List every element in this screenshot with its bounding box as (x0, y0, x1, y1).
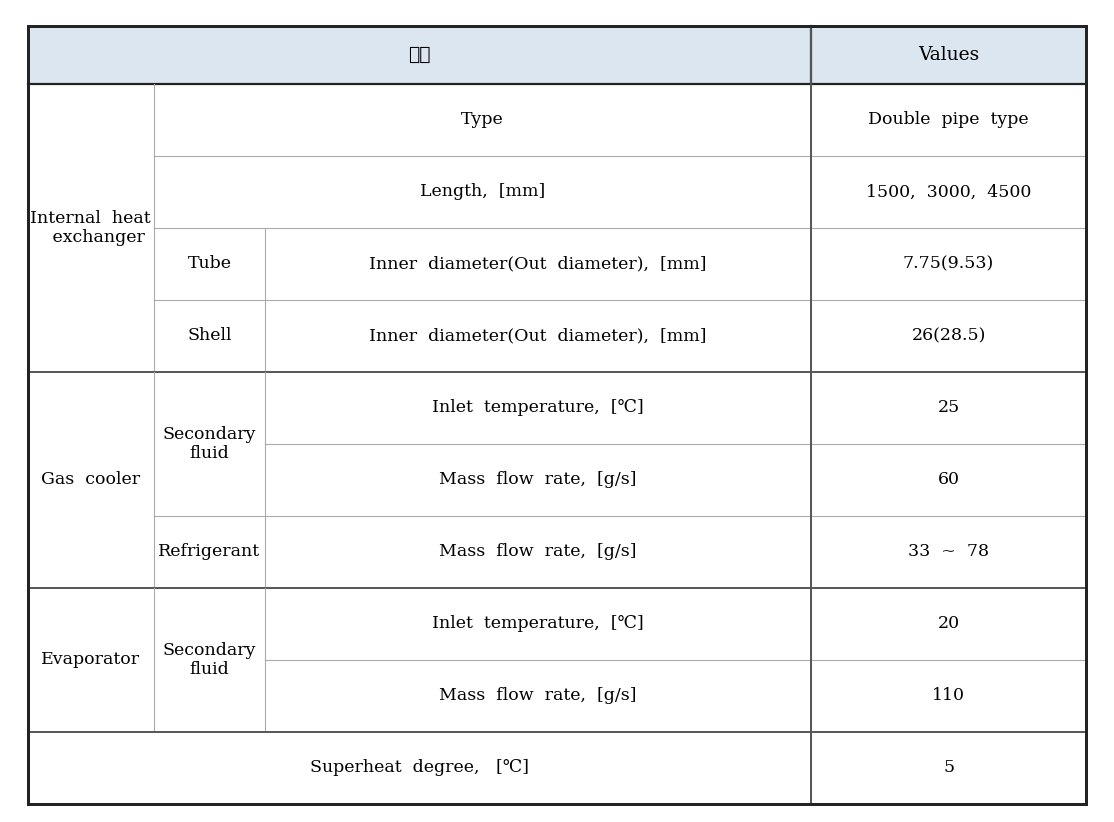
Bar (811, 84, 1086, 156)
Bar (811, 228, 1086, 300)
Text: Evaporator: Evaporator (41, 651, 140, 668)
Text: Refrigerant: Refrigerant (158, 543, 261, 561)
Bar (28, 84, 154, 372)
Text: Secondary
fluid: Secondary fluid (163, 426, 256, 462)
Bar (265, 660, 811, 732)
Bar (265, 372, 811, 444)
Bar (811, 26, 1086, 84)
Bar (811, 444, 1086, 516)
Bar (265, 588, 811, 660)
Bar (265, 444, 811, 516)
Bar (154, 228, 265, 300)
Bar (811, 732, 1086, 804)
Text: 7.75(9.53): 7.75(9.53) (903, 256, 994, 272)
Text: 60: 60 (938, 471, 959, 488)
Text: Secondary
fluid: Secondary fluid (163, 642, 256, 678)
Text: Inlet  temperature,  [℃]: Inlet temperature, [℃] (432, 616, 644, 632)
Text: Superheat  degree,   [℃]: Superheat degree, [℃] (310, 760, 529, 777)
Text: Mass  flow  rate,  [g/s]: Mass flow rate, [g/s] (439, 543, 637, 561)
Text: 110: 110 (932, 687, 965, 704)
Text: Internal  heat
   exchanger: Internal heat exchanger (30, 210, 152, 246)
Text: Shell: Shell (187, 327, 232, 344)
Text: Tube: Tube (187, 256, 232, 272)
Bar (154, 588, 265, 732)
Text: Inner  diameter(Out  diameter),  [mm]: Inner diameter(Out diameter), [mm] (370, 327, 706, 344)
Text: Mass  flow  rate,  [g/s]: Mass flow rate, [g/s] (439, 471, 637, 488)
Text: Length,  [mm]: Length, [mm] (420, 183, 545, 201)
Bar (154, 516, 265, 588)
Bar (154, 156, 811, 228)
Bar (811, 372, 1086, 444)
Text: 변수: 변수 (408, 46, 431, 64)
Bar (265, 300, 811, 372)
Bar (28, 26, 811, 84)
Bar (28, 732, 811, 804)
Text: Inner  diameter(Out  diameter),  [mm]: Inner diameter(Out diameter), [mm] (370, 256, 706, 272)
Text: Inlet  temperature,  [℃]: Inlet temperature, [℃] (432, 399, 644, 417)
Text: 5: 5 (944, 760, 954, 777)
Bar (265, 516, 811, 588)
Text: Type: Type (461, 111, 504, 128)
Text: 33  ~  78: 33 ~ 78 (908, 543, 989, 561)
Bar (811, 660, 1086, 732)
Text: Values: Values (918, 46, 979, 64)
Text: 20: 20 (938, 616, 959, 632)
Text: 1500,  3000,  4500: 1500, 3000, 4500 (866, 183, 1032, 201)
Text: Gas  cooler: Gas cooler (41, 471, 140, 488)
Text: Mass  flow  rate,  [g/s]: Mass flow rate, [g/s] (439, 687, 637, 704)
Text: Double  pipe  type: Double pipe type (868, 111, 1029, 128)
Text: 26(28.5): 26(28.5) (911, 327, 986, 344)
Bar (811, 156, 1086, 228)
Bar (811, 300, 1086, 372)
Bar (154, 372, 265, 516)
Bar (265, 228, 811, 300)
Bar (154, 300, 265, 372)
Bar (28, 372, 154, 588)
Bar (154, 84, 811, 156)
Bar (28, 588, 154, 732)
Text: 25: 25 (938, 399, 959, 417)
Bar (811, 516, 1086, 588)
Bar (811, 588, 1086, 660)
